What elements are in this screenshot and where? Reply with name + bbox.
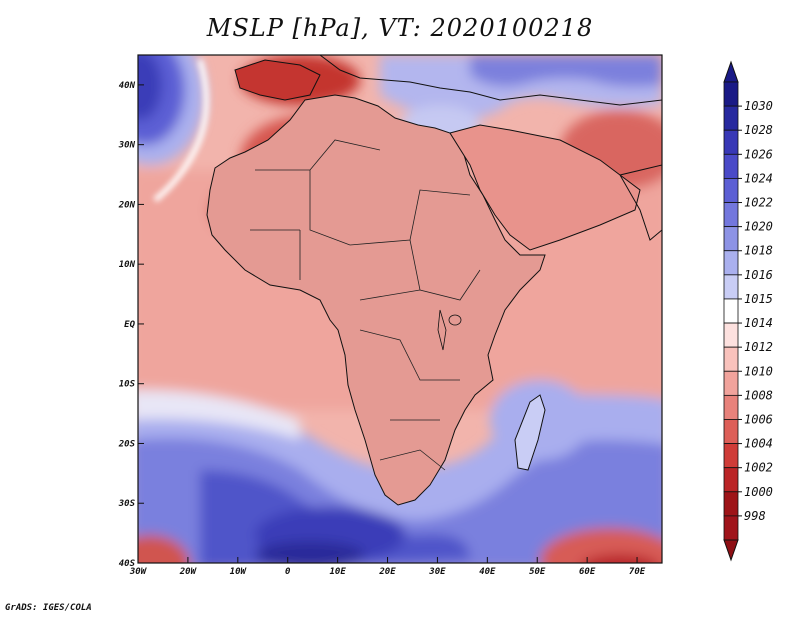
y-tick-label: 40N [119,81,136,91]
colorbar-swatch [723,467,739,493]
colorbar-label: 1018 [744,244,773,258]
colorbar-swatch [723,250,739,276]
colorbar-swatch [723,370,739,396]
map-title: MSLP [hPa], VT: 2020100218 [206,14,594,42]
x-axis-ticks: 30W 20W 10W 0 10E 20E 30E 40E 50E 60E 70E [129,557,646,577]
colorbar-swatch [723,202,739,228]
colorbar-label: 1014 [744,316,773,330]
colorbar-label: 1010 [744,364,773,378]
x-tick-label: 10E [329,567,346,577]
x-tick-label: 0 [285,567,291,577]
colorbar-top-arrow [723,60,739,83]
colorbar-bottom-arrow [723,539,739,562]
y-tick-label: EQ [124,320,135,330]
colorbar-label: 1016 [744,268,773,282]
colorbar-label: 998 [744,509,766,523]
colorbar-swatch [723,178,739,203]
colorbar-swatch [723,81,739,107]
colorbar-label: 1022 [744,196,773,210]
colorbar-swatch [723,443,739,469]
colorbar-label: 1012 [744,340,773,354]
x-tick-label: 70E [629,567,646,577]
x-tick-label: 20W [179,567,198,577]
y-tick-label: 20N [118,200,136,210]
y-tick-label: 10S [119,380,136,390]
india-outline [619,164,662,241]
arabia-outline [449,124,641,251]
colorbar-swatch [723,515,739,541]
y-tick-label: 30N [118,141,136,151]
y-tick-label: 40S [119,559,136,569]
x-tick-label: 60E [579,567,596,577]
colorbar-label: 1015 [744,292,773,306]
land-masses [206,55,662,506]
y-axis-ticks: 40N 30N 20N 10N EQ 10S 20S 30S 40S [118,81,144,569]
colorbar-label: 1004 [744,437,773,451]
grads-credit: GrADS: IGES/COLA [5,603,92,613]
colorbar-label: 1002 [744,461,773,475]
colorbar-label: 1024 [744,171,773,185]
x-tick-label: 30E [428,567,446,577]
map-frame [137,54,663,564]
x-tick-label: 20E [378,567,396,577]
colorbar-label: 1006 [744,412,773,426]
madagascar-outline [514,394,546,471]
africa-outline [206,94,546,506]
colorbar-label: 1030 [744,99,773,113]
x-tick-label: 10W [230,567,248,577]
colorbar-swatch [723,274,739,300]
y-tick-label: 10N [119,260,136,270]
colorbar-swatch [723,322,739,348]
colorbar-swatch [723,346,739,372]
colorbar-label: 1008 [744,388,773,402]
colorbar-label: 1028 [744,123,773,137]
colorbar-swatch [723,105,739,131]
colorbar-label: 1020 [744,220,773,234]
europe-outline [319,55,662,106]
colorbar-swatch [723,491,739,517]
iberia-outline [234,59,321,101]
colorbar-swatch [723,298,739,324]
colorbar-label: 1026 [744,147,773,161]
y-tick-label: 30S [118,499,136,509]
colorbar-swatch [723,419,739,444]
colorbar-swatch [723,129,739,155]
colorbar-swatch [723,153,739,179]
colorbar-label: 1000 [744,485,773,499]
x-tick-label: 50E [529,567,546,577]
y-tick-label: 20S [118,439,136,449]
x-tick-label: 30W [129,567,148,577]
colorbar: 1030 1028 1026 1024 1022 1020 1018 1016 1015 1014… [723,60,773,562]
colorbar-swatch [723,226,739,252]
x-tick-label: 40E [479,567,496,577]
colorbar-swatch [723,394,739,420]
